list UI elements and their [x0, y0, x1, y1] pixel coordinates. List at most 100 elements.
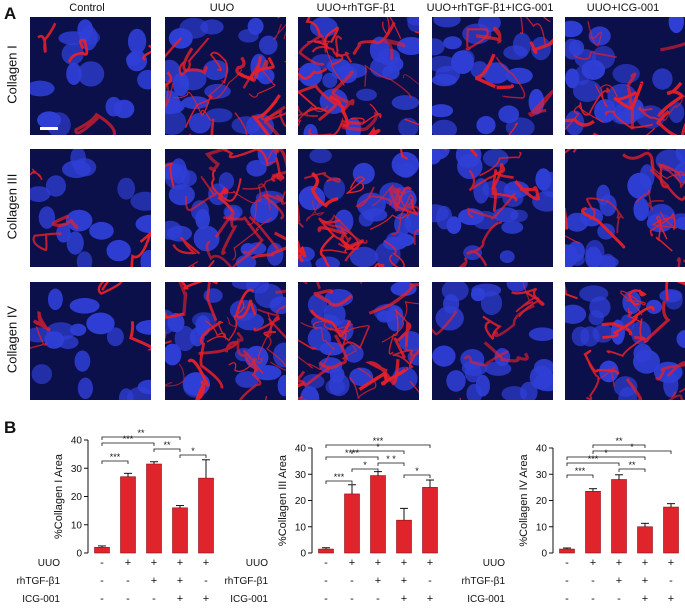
- collagen-fiber: [97, 282, 123, 295]
- collagen-fiber: [172, 236, 201, 255]
- collagen-fiber: [565, 284, 578, 300]
- collagen-fiber: [627, 308, 642, 323]
- nucleus: [46, 322, 76, 341]
- collagen-fiber: [178, 37, 210, 77]
- condition-sign: +: [177, 557, 183, 569]
- collagen-fiber: [522, 282, 530, 301]
- nucleus: [594, 99, 617, 123]
- collagen-fiber: [383, 240, 405, 267]
- nucleus: [179, 17, 209, 39]
- collagen-fiber: [298, 105, 318, 118]
- collagen-fiber: [579, 87, 611, 116]
- nucleus: [432, 204, 449, 223]
- y-tick-label: 20: [536, 496, 548, 507]
- collagen-fiber: [253, 316, 281, 338]
- collagen-fiber: [613, 81, 644, 110]
- condition-sign: +: [151, 575, 157, 587]
- significance-bracket: [351, 468, 379, 472]
- condition-sign: +: [401, 575, 407, 587]
- collagen-fiber: [165, 37, 183, 59]
- nucleus: [45, 175, 66, 197]
- collagen-fiber: [221, 149, 269, 167]
- condition-sign: +: [125, 557, 131, 569]
- column-title: UUO+rhTGF-β1: [316, 2, 396, 14]
- nucleus: [568, 39, 585, 56]
- collagen-fiber: [223, 215, 264, 255]
- nucleus: [37, 111, 62, 129]
- micrograph-tile: [165, 282, 286, 400]
- nucleus: [135, 320, 151, 335]
- collagen-fiber: [206, 300, 245, 343]
- nucleus: [38, 206, 56, 229]
- y-axis-label: %Collagen III Area: [277, 454, 289, 546]
- nucleus: [505, 67, 533, 84]
- collagen-fiber: [306, 40, 345, 86]
- collagen-fiber: [391, 193, 415, 236]
- significance-label: ***: [334, 472, 345, 482]
- nucleus: [391, 95, 419, 111]
- collagen-fiber: [657, 162, 685, 189]
- significance-label: *: [630, 442, 634, 452]
- collagen-fiber: [565, 104, 605, 131]
- nucleus: [259, 35, 278, 55]
- micrograph-tile: [298, 17, 419, 135]
- scale-bar: [40, 127, 58, 130]
- collagen-fiber: [656, 110, 685, 135]
- collagen-fiber: [432, 310, 458, 336]
- collagen-fiber: [298, 90, 329, 114]
- nucleus: [386, 305, 404, 332]
- nucleus: [501, 220, 524, 234]
- nucleus: [309, 149, 332, 164]
- y-tick-label: 10: [295, 522, 307, 533]
- nucleus: [174, 325, 196, 352]
- significance-bracket: [566, 474, 594, 478]
- collagen-fiber: [165, 310, 185, 320]
- collagen-fiber: [372, 184, 412, 207]
- condition-sign: -: [152, 593, 156, 605]
- collagen-fiber: [350, 103, 382, 125]
- significance-bracket: [101, 436, 181, 440]
- nucleus: [231, 282, 260, 290]
- collagen-fiber: [318, 334, 348, 370]
- collagen-fiber: [257, 304, 286, 317]
- y-tick-label: 40: [71, 436, 83, 447]
- collagen-fiber: [638, 105, 661, 122]
- micrograph-tile: [432, 149, 553, 267]
- collagen-fiber: [587, 21, 603, 47]
- collagen-fiber: [304, 172, 341, 183]
- collagen-fiber: [667, 391, 685, 400]
- condition-sign: +: [616, 557, 622, 569]
- condition-sign: +: [177, 575, 183, 587]
- nucleus: [188, 112, 211, 134]
- condition-label: ICG-001: [22, 594, 60, 605]
- collagen-fiber: [173, 91, 212, 121]
- nucleus: [76, 251, 93, 267]
- significance-label: ***: [575, 466, 586, 476]
- micrograph-tile: [432, 282, 553, 400]
- collagen-fiber: [402, 74, 419, 85]
- collagen-fiber: [30, 326, 48, 349]
- collagen-fiber: [280, 191, 286, 205]
- collagen-fiber: [68, 38, 89, 63]
- nucleus: [533, 372, 553, 392]
- significance-bracket: [179, 454, 207, 458]
- micrograph-tile: [298, 282, 419, 400]
- y-tick-label: 0: [300, 549, 306, 560]
- condition-label: rhTGF-β1: [461, 576, 505, 587]
- significance-label: *: [363, 460, 367, 470]
- condition-sign: -: [565, 557, 569, 569]
- nucleus: [200, 19, 224, 35]
- collagen-fiber: [543, 17, 551, 23]
- nucleus: [579, 285, 609, 302]
- condition-sign: +: [427, 557, 433, 569]
- collagen-fiber: [346, 176, 366, 195]
- y-tick-label: 30: [295, 470, 307, 481]
- micrograph-tile: [432, 17, 553, 135]
- nucleus: [600, 253, 616, 267]
- collagen-fiber: [676, 257, 685, 267]
- collagen-fiber: [597, 365, 616, 387]
- nucleus: [165, 343, 182, 366]
- collagen-fiber: [490, 162, 506, 212]
- nucleus: [646, 299, 663, 314]
- significance-label: *: [191, 446, 195, 456]
